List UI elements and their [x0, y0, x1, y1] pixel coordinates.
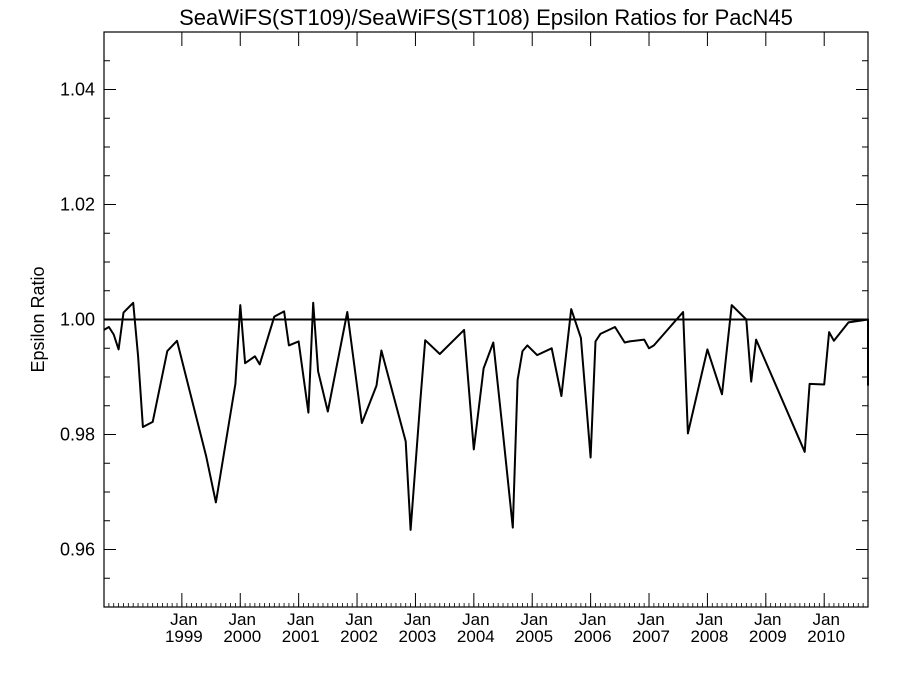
x-tick-year: 2007 — [632, 627, 670, 646]
series-line — [103, 301, 869, 531]
x-tick-year: 2005 — [515, 627, 553, 646]
plot-frame — [103, 31, 869, 608]
x-tick-year: 1999 — [165, 627, 203, 646]
axis-ticks — [103, 31, 869, 608]
x-tick-month: Jan — [696, 610, 723, 629]
y-tick-label: 1.00 — [60, 310, 95, 330]
x-tick-year: 2004 — [457, 627, 495, 646]
x-tick-year: 2003 — [399, 627, 437, 646]
x-tick-year: 2006 — [574, 627, 612, 646]
x-tick-month: Jan — [637, 610, 664, 629]
x-tick-month: Jan — [345, 610, 372, 629]
y-tick-label: 0.96 — [60, 540, 95, 560]
y-tick-label: 0.98 — [60, 425, 95, 445]
x-tick-month: Jan — [229, 610, 256, 629]
x-tick-month: Jan — [754, 610, 781, 629]
x-tick-month: Jan — [170, 610, 197, 629]
chart-title: SeaWiFS(ST109)/SeaWiFS(ST108) Epsilon Ra… — [179, 5, 793, 30]
x-tick-month: Jan — [404, 610, 431, 629]
x-tick-year: 2001 — [282, 627, 320, 646]
x-tick-year: 2009 — [749, 627, 787, 646]
x-tick-year: 2008 — [690, 627, 728, 646]
y-axis-label: Epsilon Ratio — [28, 266, 48, 372]
x-tick-year: 2010 — [807, 627, 845, 646]
x-tick-month: Jan — [579, 610, 606, 629]
x-tick-year: 2000 — [223, 627, 261, 646]
tick-labels: 0.960.981.001.021.04Jan1999Jan2000Jan200… — [60, 80, 845, 647]
y-tick-label: 1.04 — [60, 80, 95, 100]
x-tick-year: 2002 — [340, 627, 378, 646]
x-tick-month: Jan — [287, 610, 314, 629]
y-tick-label: 1.02 — [60, 195, 95, 215]
x-tick-month: Jan — [462, 610, 489, 629]
x-tick-month: Jan — [521, 610, 548, 629]
x-tick-month: Jan — [812, 610, 839, 629]
